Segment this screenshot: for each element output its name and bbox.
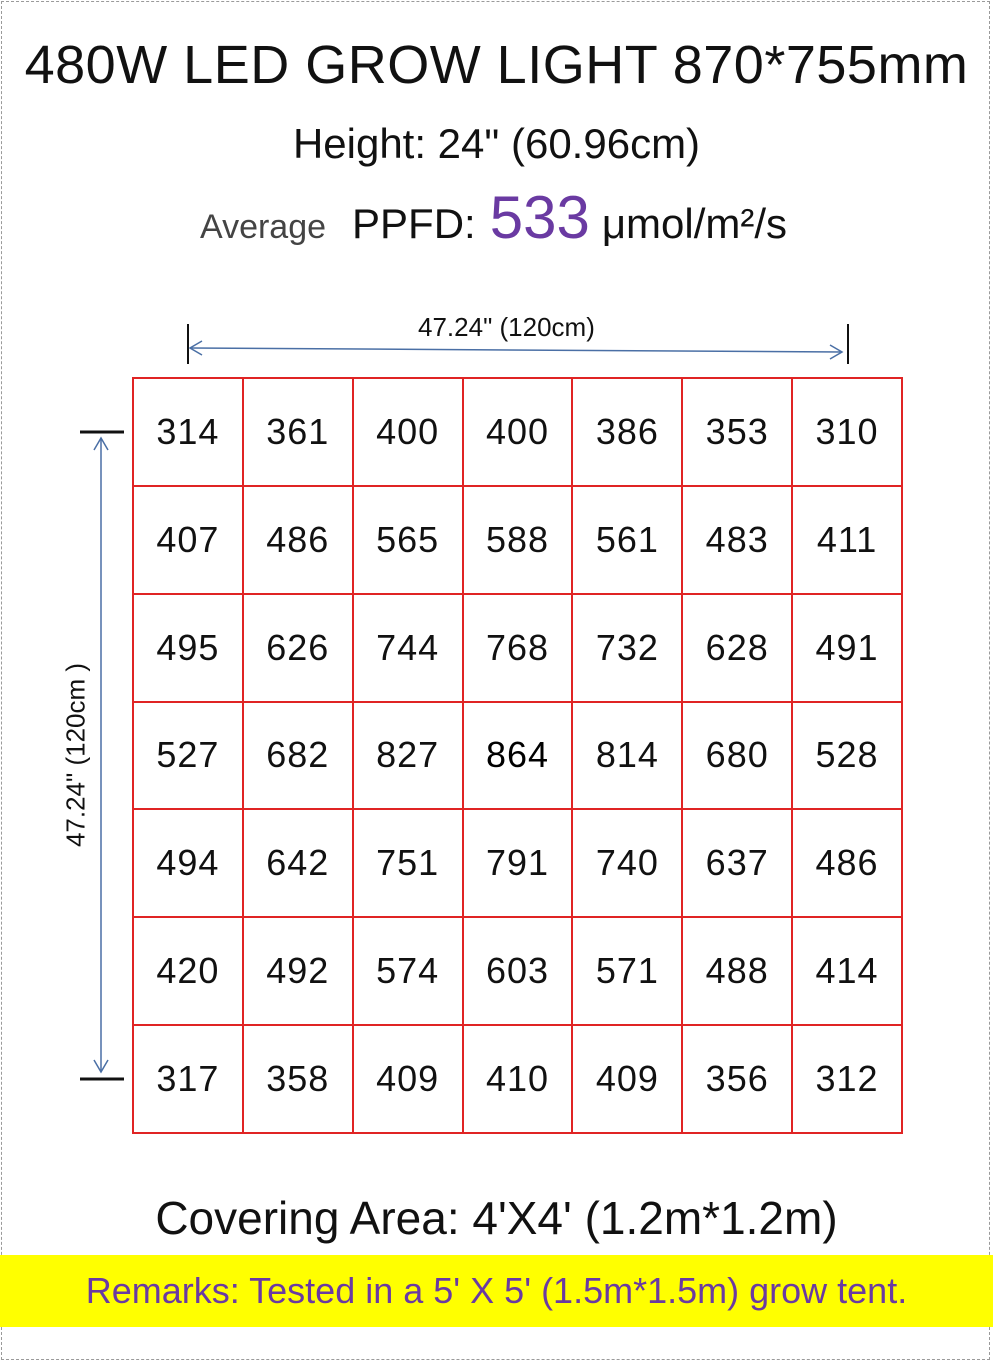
ppfd-cell-r1-c5: 386: [573, 379, 684, 487]
ppfd-cell-r4-c3: 827: [353, 702, 464, 811]
ppfd-cell-r2-c5: 561: [573, 486, 684, 595]
ppfd-cell-r7-c3: 409: [353, 1026, 464, 1134]
ppfd-cell-r1-c3: 400: [353, 379, 464, 487]
ppfd-cell-r5-c7: 486: [793, 810, 903, 919]
vertical-arrowhead-top-icon: [93, 436, 109, 451]
ppfd-cell-r6-c3: 574: [353, 918, 464, 1027]
ppfd-line: Average PPFD: 533 μmol/m²/s: [200, 183, 787, 253]
ppfd-cell-r7-c6: 356: [683, 1026, 794, 1134]
ppfd-cell-r2-c7: 411: [793, 486, 903, 595]
ppfd-cell-r5-c4: 791: [463, 810, 574, 919]
ppfd-cell-r1-c6: 353: [683, 379, 794, 487]
covering-area: Covering Area: 4'X4' (1.2m*1.2m): [155, 1192, 838, 1244]
ppfd-cell-r7-c2: 358: [243, 1026, 354, 1134]
ppfd-cell-r6-c6: 488: [683, 918, 794, 1027]
ppfd-cell-r3-c7: 491: [793, 594, 903, 703]
vertical-arrowhead-bottom-icon: [93, 1059, 109, 1074]
ppfd-cell-r7-c1: 317: [134, 1026, 244, 1134]
average-label: Average: [200, 208, 327, 246]
ppfd-cell-r3-c4: 768: [463, 594, 574, 703]
ppfd-cell-r1-c1: 314: [134, 379, 244, 487]
ppfd-cell-r2-c4: 588: [463, 486, 574, 595]
ppfd-cell-r1-c7: 310: [793, 379, 903, 487]
ppfd-grid: 314 361 400 400 386 353 310 407 486 565 588 561 483 4…: [132, 377, 903, 1134]
page-title: 480W LED GROW LIGHT 870*755mm: [24, 35, 969, 95]
ppfd-cell-r2-c1: 407: [134, 486, 244, 595]
ppfd-cell-r5-c5: 740: [573, 810, 684, 919]
horizontal-dimension-line: [189, 347, 843, 353]
ppfd-cell-r7-c7: 312: [793, 1026, 903, 1134]
horizontal-arrowhead-right-icon: [829, 344, 844, 360]
horizontal-dimension-label: 47.24" (120cm): [418, 312, 595, 342]
ppfd-cell-r6-c2: 492: [243, 918, 354, 1027]
ppfd-cell-r6-c5: 571: [573, 918, 684, 1027]
ppfd-cell-r2-c2: 486: [243, 486, 354, 595]
ppfd-cell-r3-c5: 732: [573, 594, 684, 703]
ppfd-cell-r2-c6: 483: [683, 486, 794, 595]
ppfd-cell-r5-c6: 637: [683, 810, 794, 919]
ppfd-cell-r3-c6: 628: [683, 594, 794, 703]
ppfd-cell-r7-c5: 409: [573, 1026, 684, 1134]
vertical-dimension-label: 47.24" (120cm ): [60, 662, 91, 848]
ppfd-cell-r6-c1: 420: [134, 918, 244, 1027]
ppfd-cell-r4-c7: 528: [793, 702, 903, 811]
ppfd-cell-r5-c1: 494: [134, 810, 244, 919]
ppfd-cell-r4-c6: 680: [683, 702, 794, 811]
remarks-text: Remarks: Tested in a 5' X 5' (1.5m*1.5m)…: [85, 1270, 908, 1311]
ppfd-cell-r1-c4: 400: [463, 379, 574, 487]
remarks-bar: Remarks: Tested in a 5' X 5' (1.5m*1.5m)…: [0, 1255, 993, 1327]
ppfd-cell-r4-c1: 527: [134, 702, 244, 811]
ppfd-cell-r4-c5: 814: [573, 702, 684, 811]
ppfd-cell-r3-c2: 626: [243, 594, 354, 703]
ppfd-cell-r6-c7: 414: [793, 918, 903, 1027]
horizontal-arrowhead-left-icon: [188, 340, 203, 356]
ppfd-cell-r1-c2: 361: [243, 379, 354, 487]
ppfd-cell-r2-c3: 565: [353, 486, 464, 595]
ppfd-cell-r3-c3: 744: [353, 594, 464, 703]
ppfd-value: 533: [489, 184, 590, 251]
height-text: Height: 24" (60.96cm): [292, 120, 701, 167]
ppfd-cell-r4-c4: 864: [463, 702, 574, 811]
ppfd-cell-r5-c3: 751: [353, 810, 464, 919]
ppfd-label: PPFD:: [352, 200, 476, 247]
ppfd-cell-r6-c4: 603: [463, 918, 574, 1027]
ppfd-cell-r3-c1: 495: [134, 594, 244, 703]
ppfd-cell-r7-c4: 410: [463, 1026, 574, 1134]
ppfd-unit: μmol/m²/s: [601, 200, 788, 247]
ppfd-cell-r5-c2: 642: [243, 810, 354, 919]
ppfd-cell-r4-c2: 682: [243, 702, 354, 811]
